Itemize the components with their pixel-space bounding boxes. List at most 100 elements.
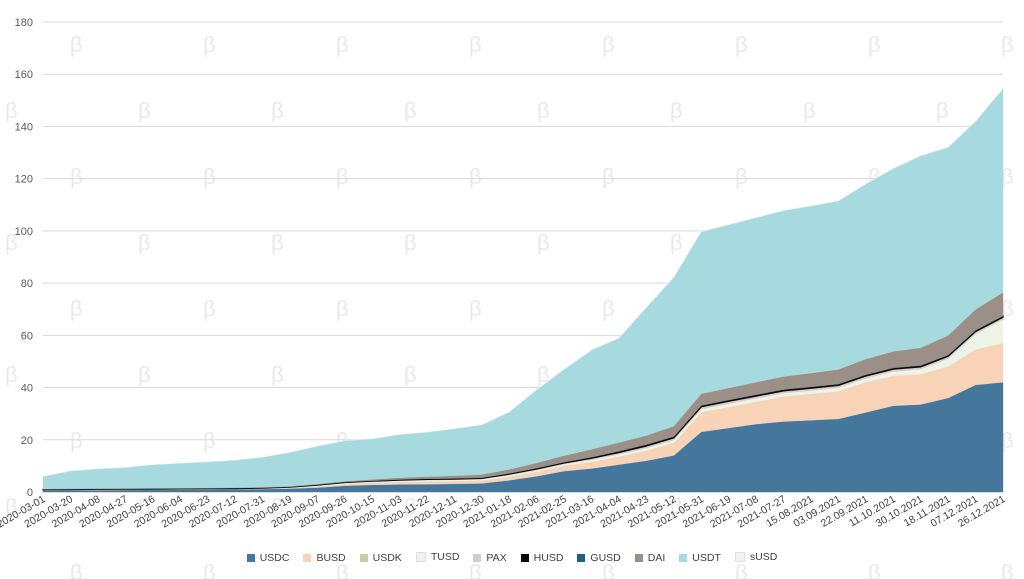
watermark-logo-icon: β <box>537 230 550 255</box>
legend-item-usdt: USDT <box>679 552 721 564</box>
watermark-logo-icon: β <box>803 98 816 123</box>
legend-label: HUSD <box>533 552 564 564</box>
y-tick-label: 80 <box>21 278 33 290</box>
watermark-logo-icon: β <box>469 296 482 321</box>
watermark-logo-icon: β <box>602 296 615 321</box>
y-tick-label: 160 <box>15 69 33 81</box>
watermark-logo-icon: β <box>537 494 550 519</box>
legend-swatch <box>734 552 745 562</box>
watermark-logo-icon: β <box>271 230 284 255</box>
legend-item-usdk: USDK <box>359 552 402 564</box>
watermark-logo-icon: β <box>203 296 216 321</box>
watermark-logo-icon: β <box>469 32 482 57</box>
legend-item-tusd: TUSD <box>415 551 460 563</box>
watermark-logo-icon: β <box>936 494 949 519</box>
watermark-logo-icon: β <box>1001 428 1014 453</box>
legend-swatch <box>359 554 368 562</box>
watermark-logo-icon: β <box>537 98 550 123</box>
watermark-logo-icon: β <box>70 32 83 57</box>
legend-swatch <box>679 554 688 562</box>
legend-swatch <box>415 552 426 562</box>
watermark-logo-icon: β <box>404 98 417 123</box>
watermark-logo-icon: β <box>735 560 748 579</box>
watermark-logo-icon: β <box>70 296 83 321</box>
y-tick-label: 120 <box>15 174 33 186</box>
chart-legend: USDC BUSD USDK TUSD PAX HUSD GUSD DAI USDT sUSD <box>0 551 1024 565</box>
watermark-logo-icon: β <box>70 428 83 453</box>
watermark-logo-icon: β <box>602 560 615 579</box>
legend-swatch <box>473 554 482 562</box>
watermark-logo-icon: β <box>5 98 18 123</box>
watermark-layer: β β β β β β β β β β β β β β β β β β β β β β β β β β β β β β β β β β β β β β β β… <box>5 32 1014 579</box>
legend-label: BUSD <box>316 552 346 564</box>
y-tick-label: 100 <box>15 226 33 238</box>
legend-label: sUSD <box>749 551 778 563</box>
legend-swatch <box>303 554 312 562</box>
watermark-logo-icon: β <box>936 98 949 123</box>
watermark-logo-icon: β <box>203 32 216 57</box>
watermark-logo-icon: β <box>1001 296 1014 321</box>
watermark-logo-icon: β <box>138 230 151 255</box>
watermark-logo-icon: β <box>70 560 83 579</box>
legend-label: DAI <box>647 552 666 564</box>
legend-item-gusd: GUSD <box>577 552 621 564</box>
watermark-logo-icon: β <box>803 494 816 519</box>
legend-label: PAX <box>486 552 507 564</box>
legend-swatch <box>520 554 529 562</box>
y-tick-label: 40 <box>21 383 33 395</box>
watermark-logo-icon: β <box>735 164 748 189</box>
watermark-logo-icon: β <box>404 362 417 387</box>
watermark-logo-icon: β <box>602 32 615 57</box>
legend-label: USDC <box>259 552 290 564</box>
watermark-logo-icon: β <box>336 164 349 189</box>
watermark-logo-icon: β <box>670 98 683 123</box>
legend-item-susd: sUSD <box>734 551 778 563</box>
legend-label: GUSD <box>590 552 621 564</box>
watermark-logo-icon: β <box>1001 560 1014 579</box>
watermark-logo-icon: β <box>5 230 18 255</box>
watermark-logo-icon: β <box>404 230 417 255</box>
watermark-logo-icon: β <box>670 230 683 255</box>
watermark-logo-icon: β <box>336 296 349 321</box>
area-series-susd <box>42 87 1004 477</box>
legend-swatch <box>634 554 643 562</box>
watermark-logo-icon: β <box>469 164 482 189</box>
watermark-logo-icon: β <box>5 362 18 387</box>
watermark-logo-icon: β <box>469 560 482 579</box>
watermark-logo-icon: β <box>203 428 216 453</box>
legend-item-usdc: USDC <box>246 552 290 564</box>
y-tick-label: 140 <box>15 121 33 133</box>
watermark-logo-icon: β <box>670 494 683 519</box>
watermark-logo-icon: β <box>271 98 284 123</box>
watermark-logo-icon: β <box>70 164 83 189</box>
y-tick-label: 60 <box>21 330 33 342</box>
watermark-logo-icon: β <box>1001 164 1014 189</box>
watermark-logo-icon: β <box>537 362 550 387</box>
watermark-logo-icon: β <box>5 494 18 519</box>
watermark-logo-icon: β <box>404 494 417 519</box>
legend-swatch <box>246 554 255 562</box>
watermark-logo-icon: β <box>138 494 151 519</box>
watermark-logo-icon: β <box>735 32 748 57</box>
watermark-logo-icon: β <box>1001 32 1014 57</box>
watermark-logo-icon: β <box>138 98 151 123</box>
area-series-group <box>42 87 1004 493</box>
legend-item-pax: PAX <box>473 552 507 564</box>
watermark-logo-icon: β <box>602 164 615 189</box>
watermark-logo-icon: β <box>203 560 216 579</box>
y-tick-label: 20 <box>21 435 33 447</box>
watermark-logo-icon: β <box>138 362 151 387</box>
legend-label: USDT <box>692 552 721 564</box>
legend-label: TUSD <box>430 551 460 563</box>
watermark-logo-icon: β <box>868 560 881 579</box>
legend-item-dai: DAI <box>634 552 666 564</box>
watermark-logo-icon: β <box>336 560 349 579</box>
legend-item-husd: HUSD <box>520 552 564 564</box>
legend-swatch <box>577 554 586 562</box>
watermark-logo-icon: β <box>336 32 349 57</box>
watermark-logo-icon: β <box>203 164 216 189</box>
watermark-logo-icon: β <box>271 362 284 387</box>
legend-item-busd: BUSD <box>303 552 346 564</box>
y-tick-label: 180 <box>15 17 33 29</box>
